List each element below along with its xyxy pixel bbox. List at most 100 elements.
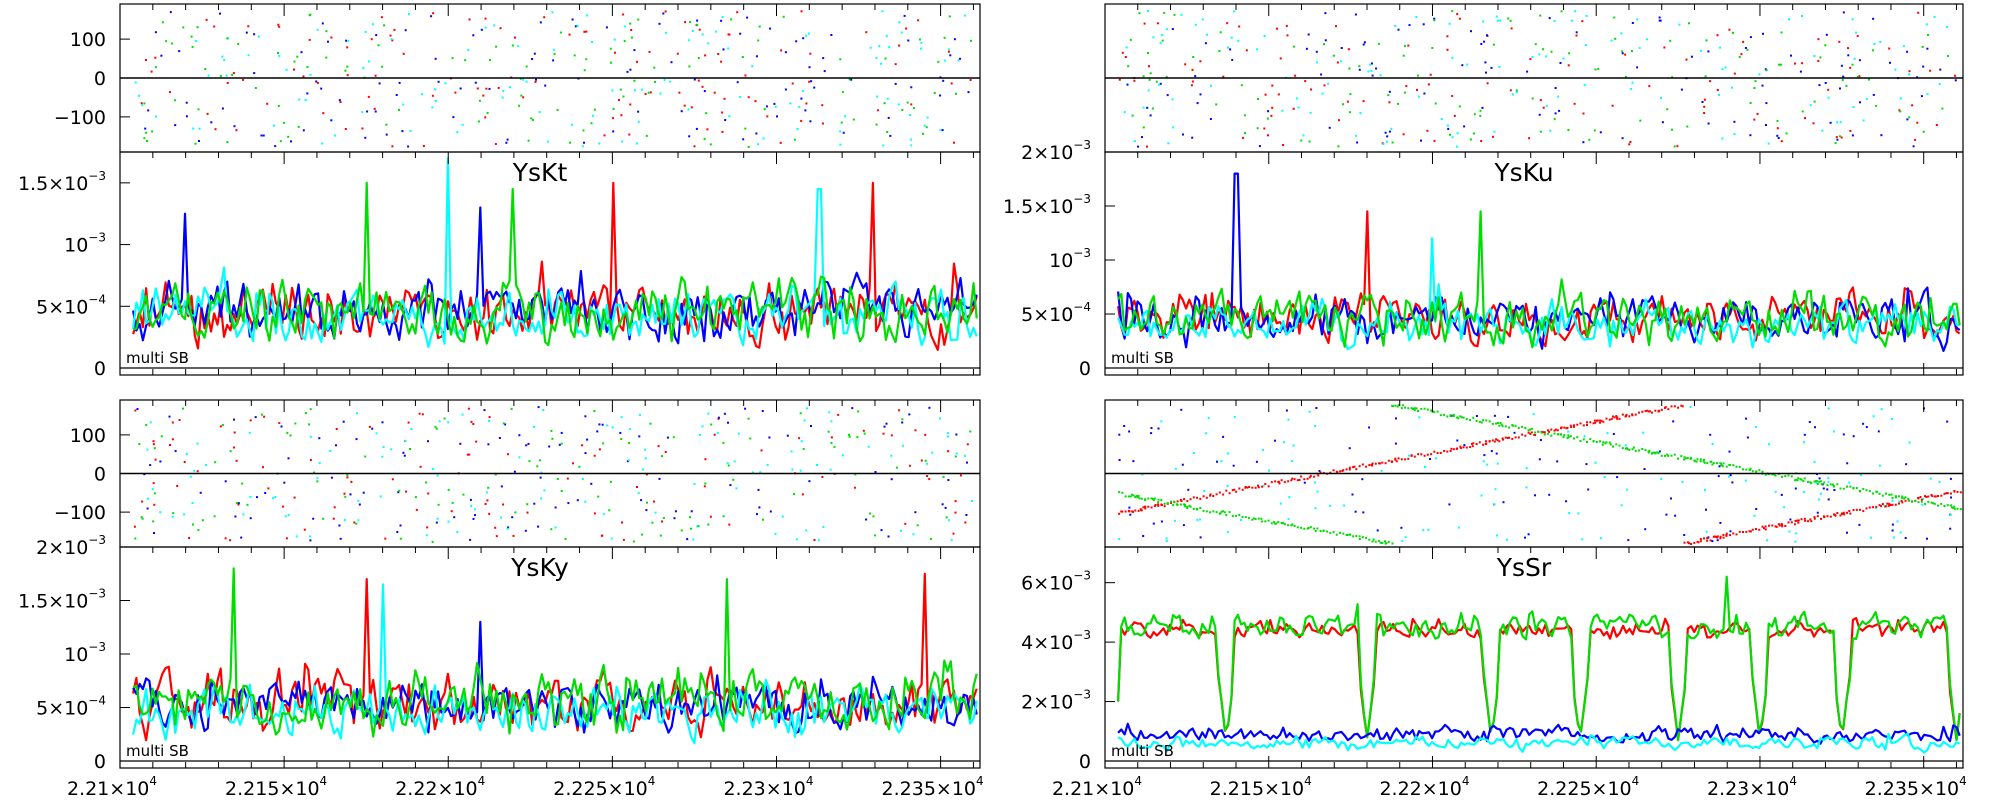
phase-point bbox=[1610, 417, 1613, 420]
phase-point bbox=[1547, 429, 1549, 432]
phase-point bbox=[1433, 17, 1436, 20]
phase-point bbox=[766, 115, 769, 118]
phase-point bbox=[1258, 145, 1261, 148]
phase-point bbox=[707, 523, 710, 526]
phase-point bbox=[1192, 507, 1195, 510]
phase-point bbox=[1917, 501, 1920, 504]
phase-point bbox=[933, 91, 936, 94]
phase-point bbox=[1556, 460, 1559, 463]
phase-point bbox=[647, 91, 650, 94]
phase-point bbox=[226, 141, 229, 144]
phase-point bbox=[1799, 70, 1802, 73]
phase-point bbox=[1291, 460, 1294, 463]
phase-point bbox=[1397, 457, 1400, 460]
phase-point bbox=[1407, 44, 1410, 47]
phase-point bbox=[1899, 531, 1902, 534]
phase-point bbox=[1941, 107, 1944, 110]
phase-point bbox=[551, 11, 554, 14]
phase-point bbox=[293, 496, 296, 499]
phase-point bbox=[152, 482, 155, 485]
phase-point bbox=[335, 444, 337, 447]
phase-point bbox=[1660, 97, 1662, 100]
phase-point bbox=[1774, 474, 1777, 477]
phase-point bbox=[201, 519, 204, 522]
phase-point bbox=[1732, 464, 1735, 467]
phase-point bbox=[532, 118, 534, 121]
phase-point bbox=[1550, 428, 1553, 431]
phase-point bbox=[1826, 484, 1829, 487]
phase-point bbox=[1309, 111, 1312, 114]
phase-point bbox=[839, 130, 842, 133]
phase-point bbox=[488, 512, 491, 515]
phase-point bbox=[1191, 136, 1194, 139]
phase-point bbox=[1118, 538, 1121, 540]
phase-y-tick-label: −100 bbox=[54, 107, 106, 129]
phase-point bbox=[1212, 495, 1215, 497]
phase-point bbox=[1486, 463, 1489, 466]
amplitude-frame bbox=[1104, 546, 1964, 769]
phase-point bbox=[1937, 495, 1939, 497]
phase-point bbox=[1263, 35, 1266, 38]
phase-point bbox=[1771, 524, 1774, 527]
phase-point bbox=[1846, 462, 1849, 465]
phase-point bbox=[1738, 530, 1741, 533]
phase-point bbox=[1586, 441, 1588, 443]
phase-point bbox=[683, 104, 686, 107]
phase-point bbox=[1372, 538, 1375, 541]
phase-point bbox=[1515, 89, 1518, 92]
phase-point bbox=[327, 40, 329, 43]
phase-point bbox=[1368, 538, 1371, 541]
amplitude-y-tick-label: 10−3 bbox=[1049, 246, 1091, 272]
phase-point bbox=[568, 33, 571, 36]
phase-point bbox=[598, 448, 601, 451]
phase-point bbox=[1172, 504, 1175, 507]
phase-point bbox=[1302, 134, 1305, 137]
phase-point bbox=[559, 31, 562, 34]
phase-point bbox=[435, 521, 438, 524]
phase-point bbox=[444, 82, 447, 85]
phase-point bbox=[1836, 512, 1839, 514]
phase-point bbox=[1264, 93, 1267, 96]
phase-point bbox=[540, 471, 543, 474]
phase-point bbox=[1874, 507, 1877, 510]
phase-point bbox=[1189, 505, 1192, 508]
phase-point bbox=[134, 537, 137, 540]
phase-point bbox=[1594, 421, 1597, 424]
phase-point bbox=[1875, 104, 1878, 107]
phase-point bbox=[1849, 512, 1852, 515]
phase-point bbox=[1940, 494, 1943, 497]
phase-point bbox=[1616, 417, 1619, 420]
phase-point bbox=[1281, 109, 1284, 112]
phase-point bbox=[806, 407, 809, 410]
phase-point bbox=[1355, 468, 1358, 471]
phase-point bbox=[1587, 488, 1590, 491]
phase-point bbox=[205, 464, 207, 467]
phase-point bbox=[1286, 34, 1289, 37]
phase-point bbox=[1916, 121, 1919, 124]
phase-point bbox=[574, 25, 577, 28]
phase-point bbox=[1429, 458, 1431, 460]
phase-point bbox=[1340, 47, 1343, 49]
phase-point bbox=[1871, 49, 1874, 52]
phase-point bbox=[1346, 100, 1349, 103]
phase-point bbox=[1368, 464, 1371, 467]
phase-point bbox=[1780, 31, 1783, 34]
phase-point bbox=[573, 54, 576, 57]
phase-point bbox=[1703, 458, 1705, 461]
phase-point bbox=[1397, 102, 1399, 105]
phase-point bbox=[1771, 473, 1774, 476]
phase-point bbox=[262, 466, 264, 469]
phase-point bbox=[1324, 39, 1327, 42]
phase-point bbox=[910, 103, 913, 106]
phase-point bbox=[494, 473, 497, 476]
phase-point bbox=[943, 36, 946, 39]
phase-point bbox=[758, 506, 761, 509]
phase-point bbox=[1781, 475, 1783, 478]
phase-point bbox=[887, 116, 890, 119]
phase-point bbox=[475, 440, 478, 443]
amplitude-y-tick-label: 0 bbox=[1079, 358, 1091, 380]
phase-point bbox=[1147, 52, 1149, 54]
phase-point bbox=[1816, 515, 1819, 518]
phase-point bbox=[199, 491, 202, 494]
